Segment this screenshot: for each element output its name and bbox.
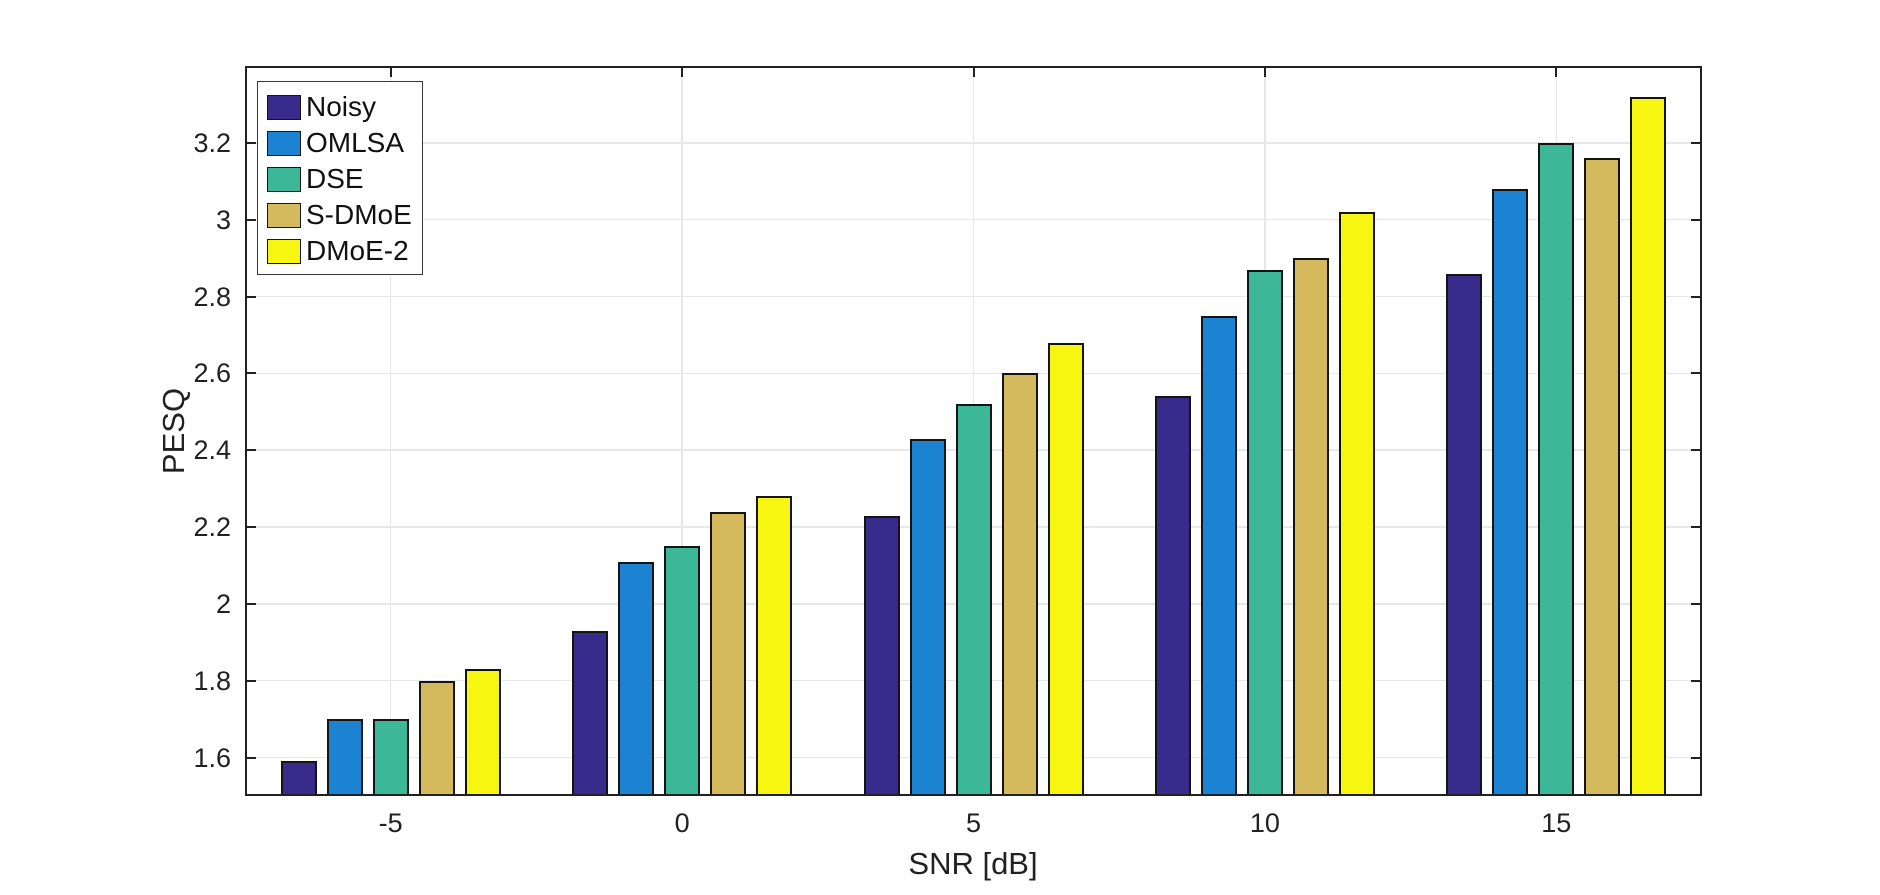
y-axis-tick-left bbox=[245, 679, 256, 682]
y-axis-tick-left bbox=[245, 141, 256, 144]
x-axis-tick-top bbox=[681, 66, 684, 77]
bar-noisy-snr-15 bbox=[1446, 273, 1483, 796]
gridline-vertical bbox=[389, 66, 392, 796]
bar-omlsa-snr-10 bbox=[1200, 315, 1237, 796]
legend-swatch-omlsa bbox=[267, 130, 301, 156]
y-axis-tick-left bbox=[245, 449, 256, 452]
legend-swatch-dse bbox=[267, 166, 301, 192]
y-tick-label: 3 bbox=[215, 204, 231, 235]
bar-dse-snr--5 bbox=[372, 719, 409, 796]
x-tick-label: 0 bbox=[674, 808, 690, 838]
bar-omlsa-snr--5 bbox=[326, 719, 363, 796]
y-tick-label: 1.8 bbox=[193, 665, 231, 696]
x-axis-tick-top bbox=[1555, 66, 1558, 77]
x-tick-label: 10 bbox=[1249, 808, 1280, 838]
bar-noisy-snr-0 bbox=[572, 630, 609, 796]
legend-label-dse: DSE bbox=[306, 163, 364, 194]
legend-swatch-dmoe-2 bbox=[267, 238, 301, 264]
legend-label-noisy: Noisy bbox=[306, 91, 377, 122]
y-axis-tick-left bbox=[245, 295, 256, 298]
bar-s-dmoe-snr--5 bbox=[418, 680, 455, 796]
y-axis-tick-left bbox=[245, 372, 256, 375]
y-axis-tick-right bbox=[1691, 756, 1702, 759]
x-axis-tick-top bbox=[389, 66, 392, 77]
legend-swatch-s-dmoe bbox=[267, 202, 301, 228]
bar-group-snr-10 bbox=[1154, 212, 1375, 796]
y-tick-label: 3.2 bbox=[193, 127, 231, 158]
bar-s-dmoe-snr-15 bbox=[1584, 158, 1621, 796]
bar-noisy-snr-10 bbox=[1154, 396, 1191, 796]
legend-swatch-noisy bbox=[267, 94, 301, 120]
y-axis-tick-left bbox=[245, 602, 256, 605]
legend-entry-dmoe-2: DMoE-2 bbox=[258, 233, 422, 269]
y-axis-tick-right bbox=[1691, 218, 1702, 221]
y-tick-label: 2 bbox=[215, 588, 231, 619]
y-tick-label: 2.6 bbox=[193, 358, 231, 389]
bar-s-dmoe-snr-5 bbox=[1001, 373, 1038, 796]
bar-dse-snr-15 bbox=[1538, 142, 1575, 796]
y-tick-label: 2.2 bbox=[193, 512, 231, 543]
bar-dmoe-2-snr-0 bbox=[756, 496, 793, 796]
legend-entry-s-dmoe: S-DMoE bbox=[258, 197, 422, 233]
bar-dse-snr-5 bbox=[955, 404, 992, 796]
legend: Noisy OMLSA DSE S-DMoE DMoE-2 bbox=[257, 81, 423, 275]
y-axis-tick-right bbox=[1691, 449, 1702, 452]
bar-noisy-snr--5 bbox=[280, 761, 317, 796]
bar-s-dmoe-snr-0 bbox=[710, 511, 747, 796]
bar-dmoe-2-snr-5 bbox=[1047, 342, 1084, 796]
bar-omlsa-snr-5 bbox=[909, 438, 946, 796]
y-tick-label: 2.4 bbox=[193, 435, 231, 466]
bar-noisy-snr-5 bbox=[863, 515, 900, 796]
bar-dmoe-2-snr-15 bbox=[1630, 96, 1667, 796]
y-tick-label: 2.8 bbox=[193, 281, 231, 312]
y-axis-tick-right bbox=[1691, 141, 1702, 144]
y-axis-tick-right bbox=[1691, 526, 1702, 529]
legend-label-omlsa: OMLSA bbox=[306, 127, 405, 158]
x-tick-label: -5 bbox=[378, 808, 403, 838]
bar-group-snr-15 bbox=[1446, 96, 1667, 796]
bar-s-dmoe-snr-10 bbox=[1292, 258, 1329, 796]
bar-omlsa-snr-0 bbox=[618, 561, 655, 796]
y-axis-tick-left bbox=[245, 218, 256, 221]
plot-area: Noisy OMLSA DSE S-DMoE DMoE-2 bbox=[245, 66, 1702, 796]
bar-omlsa-snr-15 bbox=[1492, 188, 1529, 796]
y-axis-tick-right bbox=[1691, 372, 1702, 375]
legend-entry-dse: DSE bbox=[258, 161, 422, 197]
legend-entry-noisy: Noisy bbox=[258, 89, 422, 125]
x-tick-label: 15 bbox=[1541, 808, 1572, 838]
legend-label-s-dmoe: S-DMoE bbox=[306, 199, 412, 230]
bar-group-snr-0 bbox=[572, 496, 793, 796]
bar-dmoe-2-snr--5 bbox=[464, 669, 501, 796]
gridline-vertical bbox=[681, 66, 683, 796]
legend-label-dmoe-2: DMoE-2 bbox=[306, 235, 409, 266]
x-axis-tick-top bbox=[1263, 66, 1266, 77]
y-axis-tick-right bbox=[1691, 295, 1702, 298]
bar-dse-snr-0 bbox=[664, 546, 701, 796]
y-axis-tick-right bbox=[1691, 602, 1702, 605]
bar-group-snr--5 bbox=[280, 669, 501, 796]
y-axis-tick-right bbox=[1691, 679, 1702, 682]
x-axis-label: SNR [dB] bbox=[908, 846, 1038, 881]
y-axis-tick-left bbox=[245, 756, 256, 759]
bar-dmoe-2-snr-10 bbox=[1338, 212, 1375, 796]
y-tick-label: 1.6 bbox=[193, 742, 231, 773]
x-tick-label: 5 bbox=[965, 808, 982, 838]
legend-entry-omlsa: OMLSA bbox=[258, 125, 422, 161]
x-axis-tick-top bbox=[972, 66, 975, 77]
bar-dse-snr-10 bbox=[1246, 269, 1283, 796]
y-axis-tick-left bbox=[245, 526, 256, 529]
bar-group-snr-5 bbox=[863, 342, 1084, 796]
